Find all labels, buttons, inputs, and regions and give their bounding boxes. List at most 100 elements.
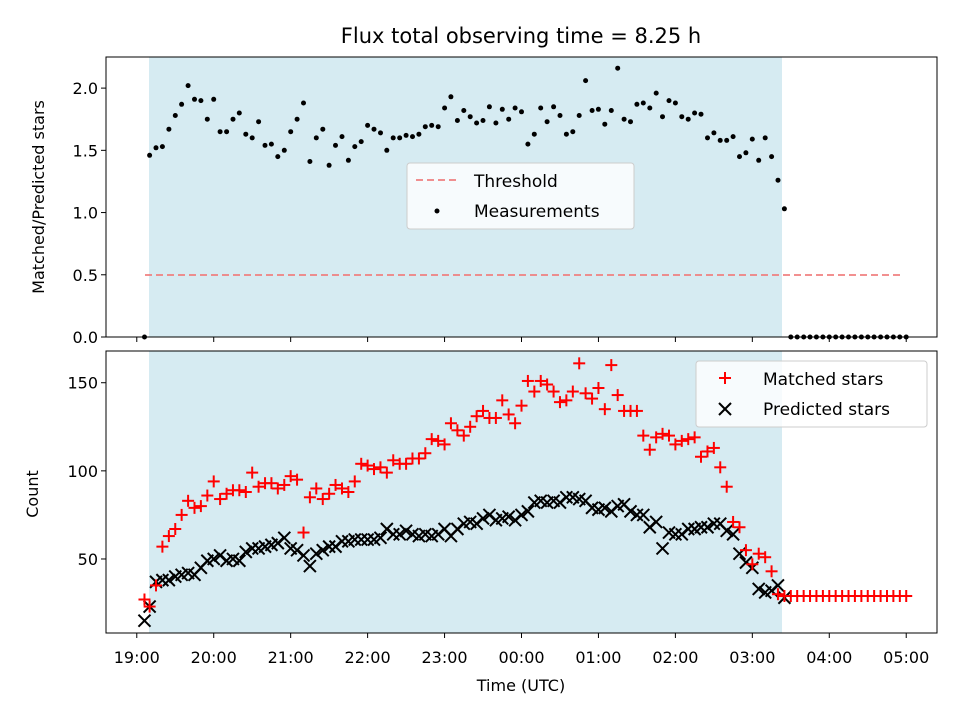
- matched-star-marker: [727, 515, 740, 528]
- marker-stroke: [373, 531, 388, 545]
- measurement-point: [159, 144, 165, 150]
- marker-stroke: [181, 566, 195, 580]
- top-legend-box: [406, 162, 635, 230]
- measurement-point: [589, 108, 595, 113]
- matched-star-marker: [143, 600, 156, 613]
- marker-stroke: [771, 578, 785, 593]
- matched-star-marker: [188, 501, 201, 514]
- matched-star-marker: [182, 494, 195, 507]
- predicted-star-marker: [348, 532, 362, 547]
- measurement-point: [384, 147, 390, 153]
- marker-stroke: [399, 524, 413, 538]
- measurement-point: [448, 94, 454, 100]
- measurement-point: [730, 134, 736, 140]
- predicted-star-marker: [232, 554, 247, 568]
- predicted-star-marker: [521, 504, 535, 519]
- matched-star-marker: [521, 374, 534, 387]
- matched-star-marker: [150, 579, 163, 592]
- measurement-point: [769, 154, 775, 160]
- matched-star-marker: [477, 404, 490, 417]
- marker-stroke: [354, 532, 368, 547]
- measurement-point: [538, 105, 544, 111]
- measurement-point: [153, 145, 159, 151]
- marker-stroke: [707, 517, 721, 531]
- marker-stroke: [668, 527, 683, 542]
- measurement-point: [660, 114, 665, 120]
- measurement-point: [230, 116, 236, 122]
- measurement-point: [198, 98, 204, 104]
- measurement-point: [512, 105, 518, 111]
- measurement-point: [570, 129, 576, 135]
- matched-star-marker: [771, 588, 784, 601]
- matched-star-marker: [528, 385, 541, 398]
- matched-star-marker: [630, 404, 643, 417]
- matched-star-marker: [675, 434, 688, 447]
- marker-stroke: [239, 545, 253, 559]
- matched-star-marker: [214, 493, 227, 506]
- matched-star-marker: [220, 487, 233, 500]
- matched-star-marker: [278, 478, 291, 491]
- matched-star-marker: [451, 424, 464, 437]
- measurement-point: [602, 121, 608, 127]
- measurement-point: [416, 131, 422, 137]
- marker-stroke: [720, 524, 734, 538]
- marker-stroke: [303, 559, 317, 573]
- legend-measurements-swatch: [434, 208, 440, 214]
- marker-stroke: [207, 552, 221, 566]
- matched-star-marker: [432, 434, 445, 447]
- measurement-point: [243, 131, 249, 137]
- top-y-axis: 0.0 0.5 1.0 1.5 2.0: [73, 79, 106, 347]
- predicted-star-marker: [239, 545, 253, 559]
- marker-stroke: [283, 541, 298, 556]
- matched-star-marker: [156, 540, 169, 553]
- legend-measurements-label: Measurements: [474, 202, 600, 222]
- matched-star-marker: [586, 392, 599, 405]
- predicted-star-marker: [694, 520, 708, 534]
- measurement-point: [666, 98, 672, 104]
- predicted-star-marker: [700, 520, 715, 534]
- measurement-point: [333, 142, 338, 148]
- measurement-point: [615, 65, 621, 71]
- marker-stroke: [360, 532, 375, 547]
- measurement-point: [506, 116, 512, 122]
- matched-star-marker: [361, 459, 374, 472]
- marker-stroke: [655, 541, 670, 556]
- measurement-point: [358, 139, 364, 145]
- chart-title: Flux total observing time = 8.25 h: [341, 24, 701, 48]
- legend-matched-label: Matched stars: [763, 370, 883, 390]
- top-y-axis-label: Matched/Predicted stars: [29, 100, 48, 294]
- matched-star-marker: [457, 429, 470, 442]
- marker-stroke: [386, 527, 400, 542]
- predicted-star-marker: [636, 508, 651, 522]
- matched-star-marker: [534, 374, 547, 387]
- bottom-x-axis: 19:00 20:00 21:00 22:00 23:00 00:00 01:00 02:00…: [114, 633, 929, 667]
- y-tick-label: 2.0: [73, 79, 98, 98]
- measurement-point: [294, 116, 300, 122]
- measurement-point: [211, 96, 217, 102]
- matched-star-marker: [323, 487, 336, 500]
- matched-stars-points: [138, 357, 913, 613]
- measurement-point: [480, 118, 486, 123]
- measurement-point: [172, 113, 178, 118]
- measurement-point: [628, 119, 633, 125]
- matched-star-marker: [553, 396, 566, 409]
- measurement-point: [679, 114, 685, 120]
- marker-stroke: [559, 490, 574, 504]
- measurement-point: [499, 106, 505, 112]
- x-tick-label: 23:00: [422, 648, 468, 667]
- x-tick-label: 00:00: [498, 648, 544, 667]
- measurement-point: [743, 150, 749, 156]
- matched-star-marker: [342, 486, 355, 498]
- marker-stroke: [296, 548, 311, 563]
- matched-star-marker: [348, 475, 361, 488]
- top-legend: Threshold Measurements: [406, 162, 635, 230]
- measurement-point: [608, 108, 614, 113]
- predicted-star-marker: [373, 531, 388, 545]
- matched-star-marker: [688, 431, 701, 444]
- marker-stroke: [155, 573, 170, 587]
- matched-star-marker: [637, 429, 650, 442]
- matched-star-marker: [605, 359, 618, 372]
- measurement-point: [781, 206, 787, 212]
- measurement-point: [442, 105, 448, 111]
- matched-star-marker: [138, 593, 151, 606]
